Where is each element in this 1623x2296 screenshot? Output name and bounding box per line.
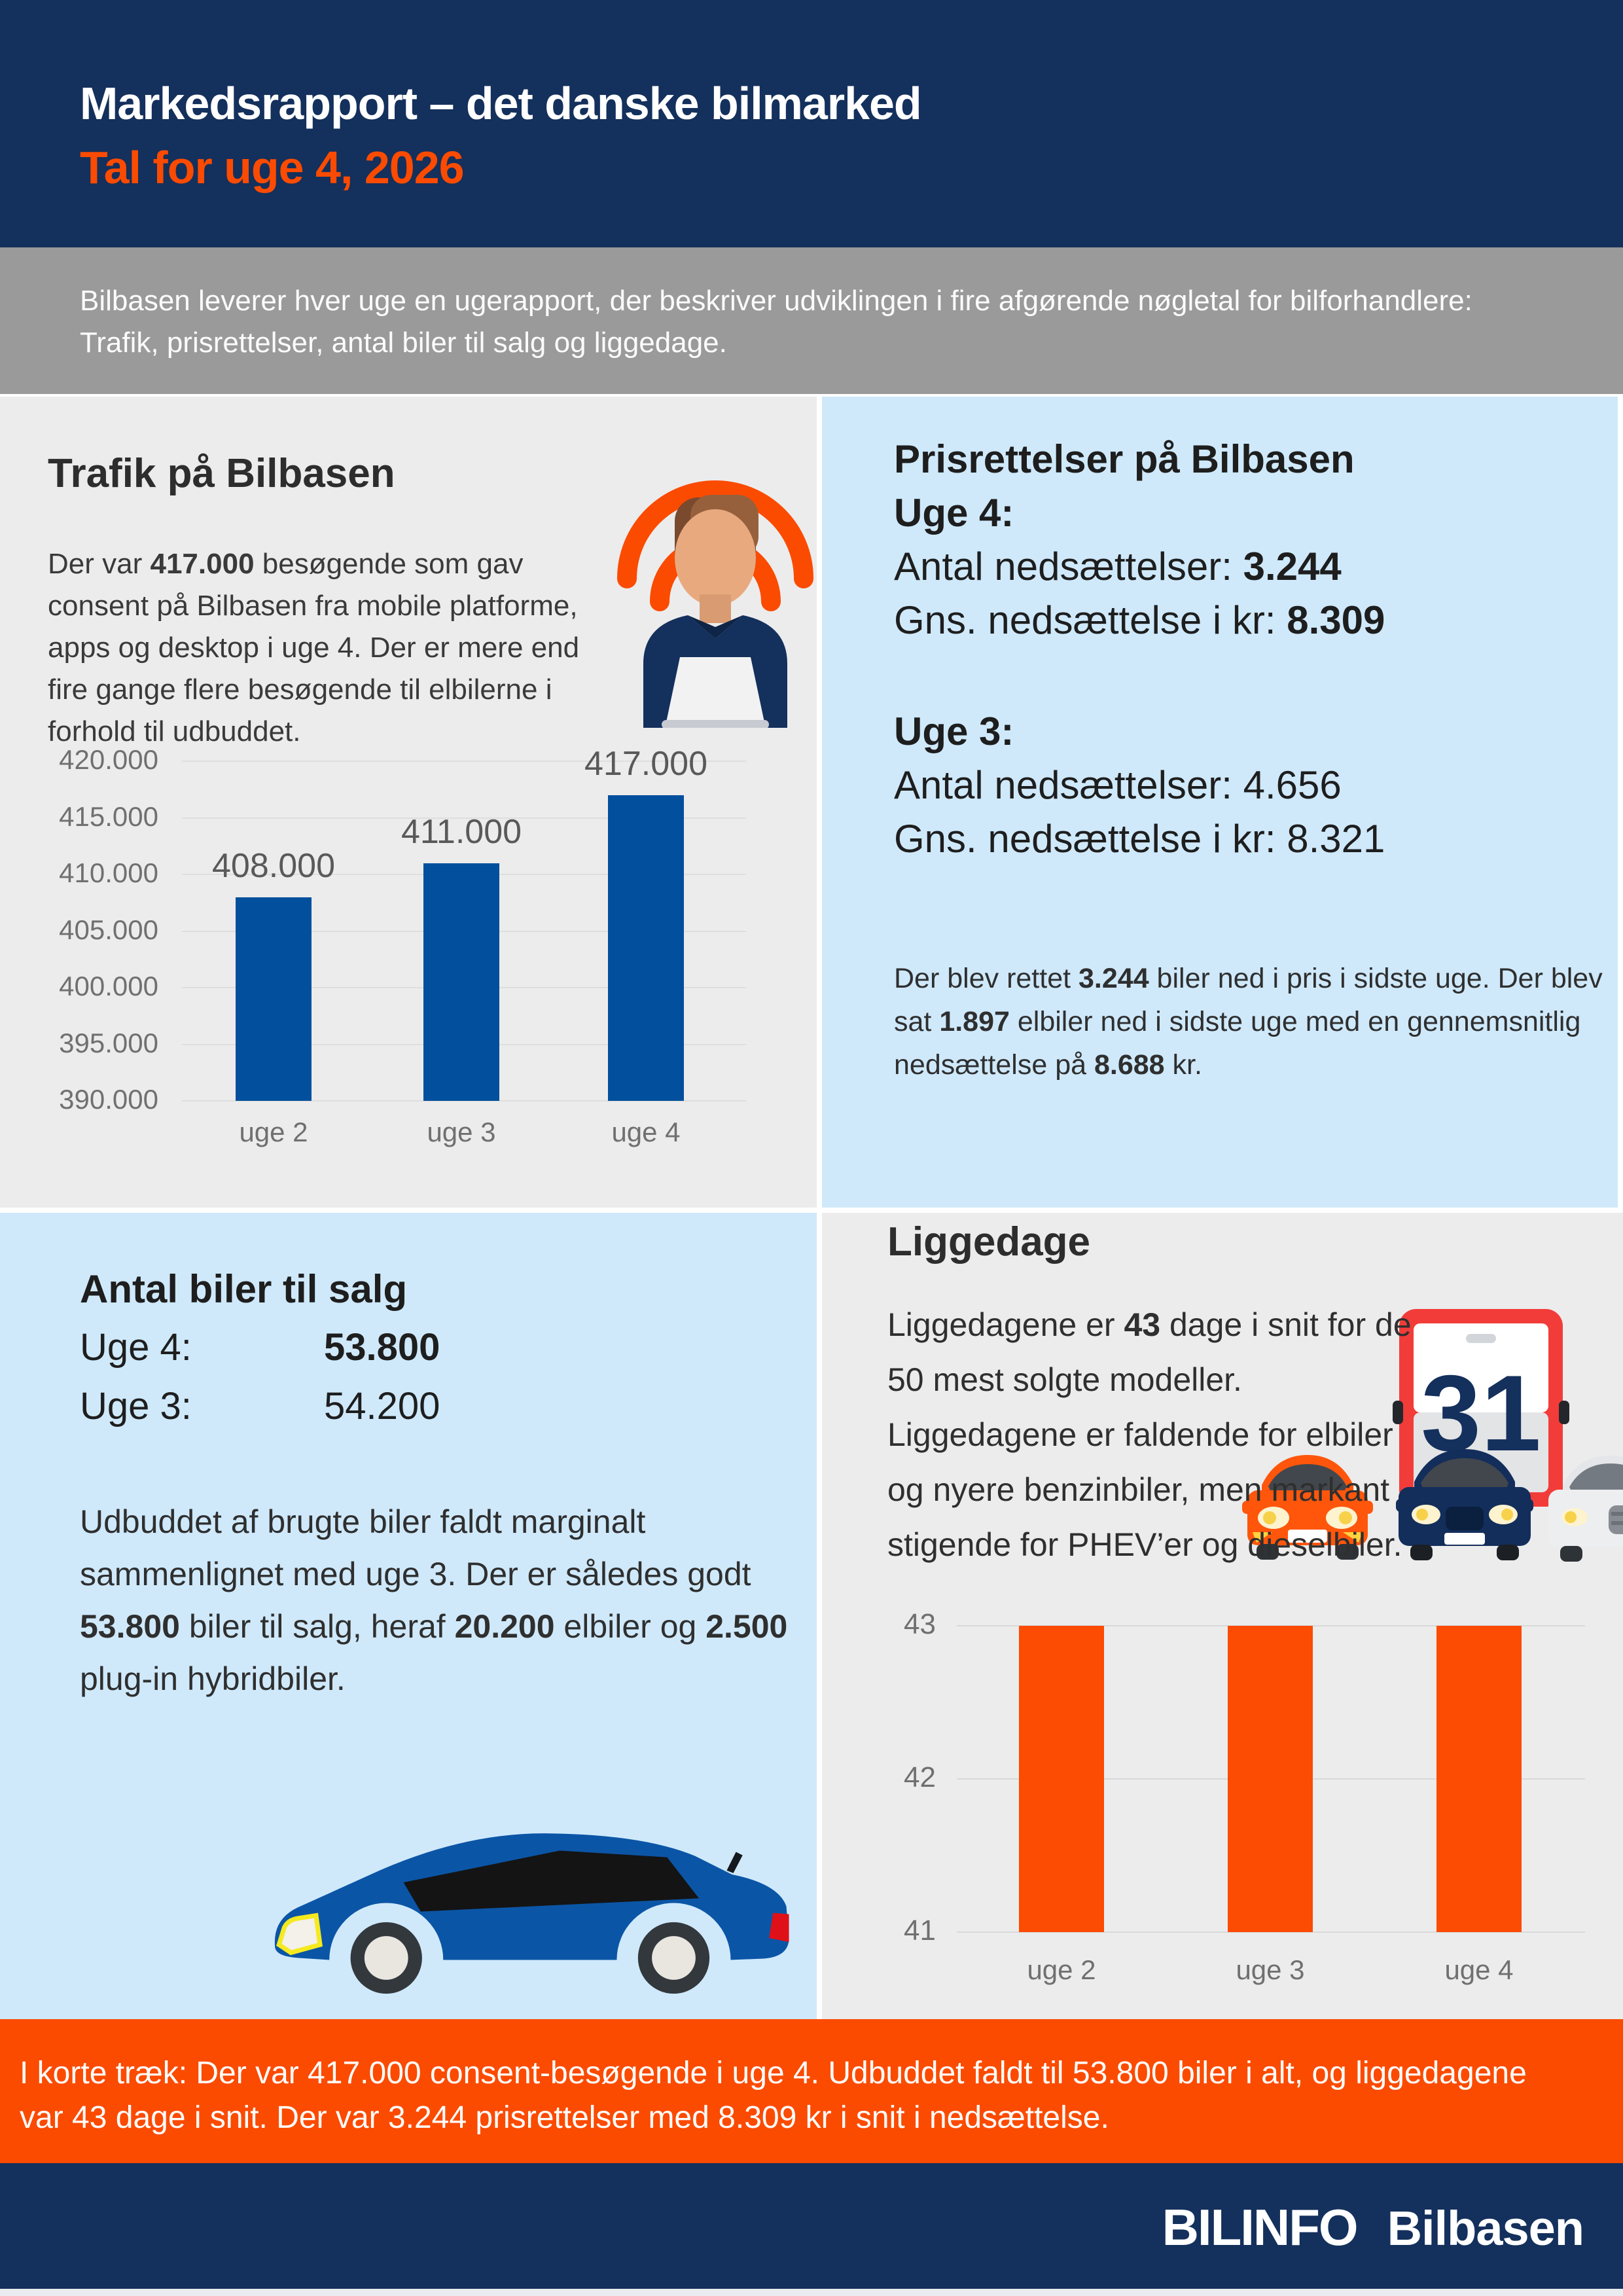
price-week4-avg-value: 8.309 (1287, 598, 1385, 642)
liggedage_chart-gridline (957, 1931, 1585, 1933)
footer-band (0, 2163, 1623, 2296)
white-car-front (1548, 1456, 1623, 1562)
laptop-screen (666, 657, 765, 725)
traffic-body-text: Der var 417.000 besøgende som gav consen… (48, 548, 580, 747)
traffic_chart-gridline (182, 817, 746, 819)
orange-car-front (1242, 1455, 1373, 1560)
liggedage_chart-x-category-label: uge 4 (1444, 1954, 1514, 1985)
neck (700, 594, 731, 623)
traffic_chart-y-tick-label: 410.000 (59, 857, 158, 888)
calendar-pin-right (1559, 1401, 1569, 1424)
summary-band (0, 2019, 1623, 2163)
traffic-heading: Trafik på Bilbasen (48, 451, 395, 496)
person-laptop-wifi-icon (614, 466, 817, 731)
laptop-base (662, 720, 769, 729)
traffic_chart-y-tick-label: 395.000 (59, 1028, 158, 1058)
price-week4-count-line: Antal nedsættelser: 3.244 (894, 544, 1342, 589)
traffic_chart-y-tick-label: 390.000 (59, 1084, 158, 1115)
price-week4-avg-label: Gns. nedsættelse i kr: (894, 598, 1287, 642)
liggedage_chart-y-tick-label: 41 (904, 1914, 936, 1946)
price-week4-avg-line: Gns. nedsættelse i kr: 8.309 (894, 598, 1385, 643)
traffic_chart-bar (423, 863, 499, 1101)
calendar-pin-left (1393, 1401, 1403, 1424)
stock-week4-value: 53.800 (324, 1326, 440, 1369)
liggedage_chart-x-category-label: uge 3 (1236, 1954, 1305, 1985)
price-note-text: Der blev rettet 3.244 biler ned i pris i… (894, 963, 1603, 1081)
stock-week3-value: 54.200 (324, 1385, 440, 1427)
traffic_chart-data-label: 411.000 (401, 813, 522, 851)
traffic_chart-x-category-label: uge 2 (239, 1117, 308, 1147)
liggedage_chart-bar (1228, 1626, 1313, 1932)
liggedage_chart-x-category-label: uge 2 (1027, 1954, 1096, 1985)
traffic_chart-y-tick-label: 415.000 (59, 801, 158, 832)
stock-body-text: Udbuddet af brugte biler faldt marginalt… (80, 1503, 788, 1697)
page-title: Markedsrapport – det danske bilmarked (80, 78, 922, 129)
collar (688, 615, 743, 639)
price-week4-label: Uge 4: (894, 491, 1014, 535)
price-heading: Prisrettelser på Bilbasen (894, 437, 1355, 481)
traffic_chart-x-category-label: uge 3 (427, 1117, 496, 1147)
rear-wheel-hub (652, 1936, 696, 1980)
liggedage_chart-bar (1436, 1626, 1522, 1932)
traffic_chart-data-label: 408.000 (212, 847, 335, 885)
stock-heading: Antal biler til salg (80, 1267, 408, 1311)
price-week4-count-label: Antal nedsættelser: (894, 545, 1243, 588)
stock-week4-label: Uge 4: (80, 1326, 192, 1369)
page-subtitle: Tal for uge 4, 2026 (80, 142, 465, 193)
car-side-icon (263, 1814, 813, 1998)
footer-logos: BILINFO Bilbasen (0, 2198, 1584, 2257)
wifi-outer-arc (617, 480, 813, 588)
liggedage_chart-y-tick-label: 42 (904, 1761, 936, 1793)
traffic_chart-data-label: 417.000 (584, 745, 707, 783)
car-headlight (276, 1912, 323, 1956)
calendar-page-top (1414, 1323, 1548, 1412)
summary-text: I korte træk: Der var 417.000 consent-be… (20, 2056, 1527, 2135)
price-week4-count-value: 3.244 (1243, 545, 1342, 588)
intro-band (0, 247, 1623, 394)
days-body-text: Liggedagene er 43 dage i snit for de 50 … (887, 1306, 1412, 1563)
price-week3-count-line: Antal nedsættelser: 4.656 (894, 763, 1342, 807)
bilbasen-logo: Bilbasen (1387, 2201, 1584, 2255)
traffic_chart-bar (608, 795, 684, 1101)
stock-week3-label: Uge 3: (80, 1385, 192, 1427)
liggedage_chart-y-tick-label: 43 (904, 1608, 936, 1640)
navy-car-front (1396, 1449, 1533, 1560)
calendar-slot (1466, 1334, 1496, 1343)
traffic_chart-x-category-label: uge 4 (611, 1117, 681, 1147)
liggedage_chart-bar (1019, 1626, 1104, 1932)
intro-text: Bilbasen leverer hver uge en ugerapport,… (80, 285, 1472, 359)
price-adjustments-panel (822, 397, 1618, 1208)
car-antenna (726, 1852, 743, 1873)
car-windows (403, 1850, 699, 1912)
bilinfo-logo: BILINFO (1162, 2198, 1359, 2256)
header-band (0, 0, 1623, 247)
price-week3-avg-line: Gns. nedsættelse i kr: 8.321 (894, 817, 1385, 861)
face (675, 509, 756, 606)
traffic_chart-gridline (182, 761, 746, 762)
traffic_chart-y-tick-label: 420.000 (59, 744, 158, 775)
page-bottom-edge (0, 2289, 1623, 2296)
traffic_chart-y-tick-label: 400.000 (59, 971, 158, 1001)
price-week3-label: Uge 3: (894, 709, 1014, 753)
traffic_chart-bar (236, 897, 312, 1101)
car-taillight (769, 1912, 789, 1943)
front-wheel-hub (364, 1936, 408, 1980)
days-heading: Liggedage (887, 1219, 1091, 1265)
calendar-31-cars-icon: 31 (1236, 1304, 1623, 1582)
traffic_chart-y-tick-label: 405.000 (59, 914, 158, 945)
traffic_chart-gridline (182, 1100, 746, 1102)
